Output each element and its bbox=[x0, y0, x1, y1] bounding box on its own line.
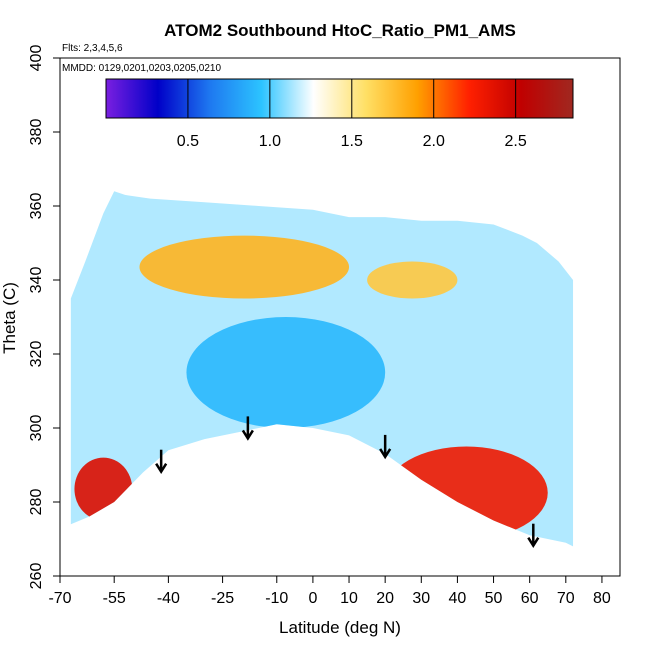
y-tick-label: 340 bbox=[28, 267, 45, 294]
x-tick-label: 30 bbox=[412, 590, 430, 607]
x-tick-label: 0 bbox=[308, 590, 317, 607]
arrow-marker bbox=[379, 434, 392, 460]
x-tick-label: 20 bbox=[376, 590, 394, 607]
x-tick-label: 70 bbox=[557, 590, 575, 607]
x-tick-label: -70 bbox=[48, 590, 71, 607]
colorbar-tick-label: 0.5 bbox=[177, 133, 199, 150]
y-axis-ticks: 260 280 300 320 340 360 380 400 bbox=[28, 45, 60, 590]
heatmap-region bbox=[74, 457, 133, 521]
arrow-marker bbox=[155, 449, 168, 475]
x-tick-label: 10 bbox=[340, 590, 358, 607]
y-tick-label: 280 bbox=[28, 489, 45, 516]
x-tick-label: -25 bbox=[211, 590, 234, 607]
flights-annotation: Flts: 2,3,4,5,6 bbox=[62, 43, 123, 54]
colorbar-tick-label: 1.5 bbox=[341, 133, 363, 150]
colorbar-tick-label: 2.5 bbox=[505, 133, 527, 150]
heatmap-region bbox=[385, 446, 548, 539]
y-tick-label: 380 bbox=[28, 119, 45, 146]
x-tick-label: 50 bbox=[485, 590, 503, 607]
y-axis-label: Theta (C) bbox=[0, 282, 19, 354]
x-tick-label: 40 bbox=[449, 590, 467, 607]
x-tick-label: 60 bbox=[521, 590, 539, 607]
x-tick-label: -40 bbox=[157, 590, 180, 607]
arrow-markers bbox=[155, 416, 540, 549]
y-tick-label: 360 bbox=[28, 193, 45, 220]
dates-annotation: MMDD: 0129,0201,0203,0205,0210 bbox=[62, 63, 221, 74]
chart-title: ATOM2 Southbound HtoC_Ratio_PM1_AMS bbox=[164, 21, 516, 40]
x-tick-label: 80 bbox=[593, 590, 611, 607]
colorbar-tick-label: 1.0 bbox=[259, 133, 281, 150]
y-tick-label: 260 bbox=[28, 563, 45, 590]
plot-frame bbox=[59, 57, 621, 577]
heatmap-region bbox=[139, 235, 350, 299]
x-axis-label: Latitude (deg N) bbox=[279, 618, 401, 637]
colorbar bbox=[105, 78, 574, 119]
colorbar-ticks: 0.5 1.0 1.5 2.0 2.5 bbox=[177, 79, 527, 150]
y-tick-label: 400 bbox=[28, 45, 45, 72]
x-axis-ticks: -70 -55 -40 -25 -10 0 10 20 30 40 50 60 70 80 bbox=[48, 576, 611, 607]
arrow-marker bbox=[527, 523, 540, 549]
colorbar-tick-label: 2.0 bbox=[423, 133, 445, 150]
y-tick-label: 300 bbox=[28, 415, 45, 442]
x-tick-label: -10 bbox=[265, 590, 288, 607]
arrow-marker bbox=[241, 416, 254, 441]
heatmap-region bbox=[367, 261, 458, 299]
x-tick-label: -55 bbox=[103, 590, 126, 607]
y-tick-label: 320 bbox=[28, 341, 45, 368]
heatmap-region bbox=[186, 317, 386, 428]
